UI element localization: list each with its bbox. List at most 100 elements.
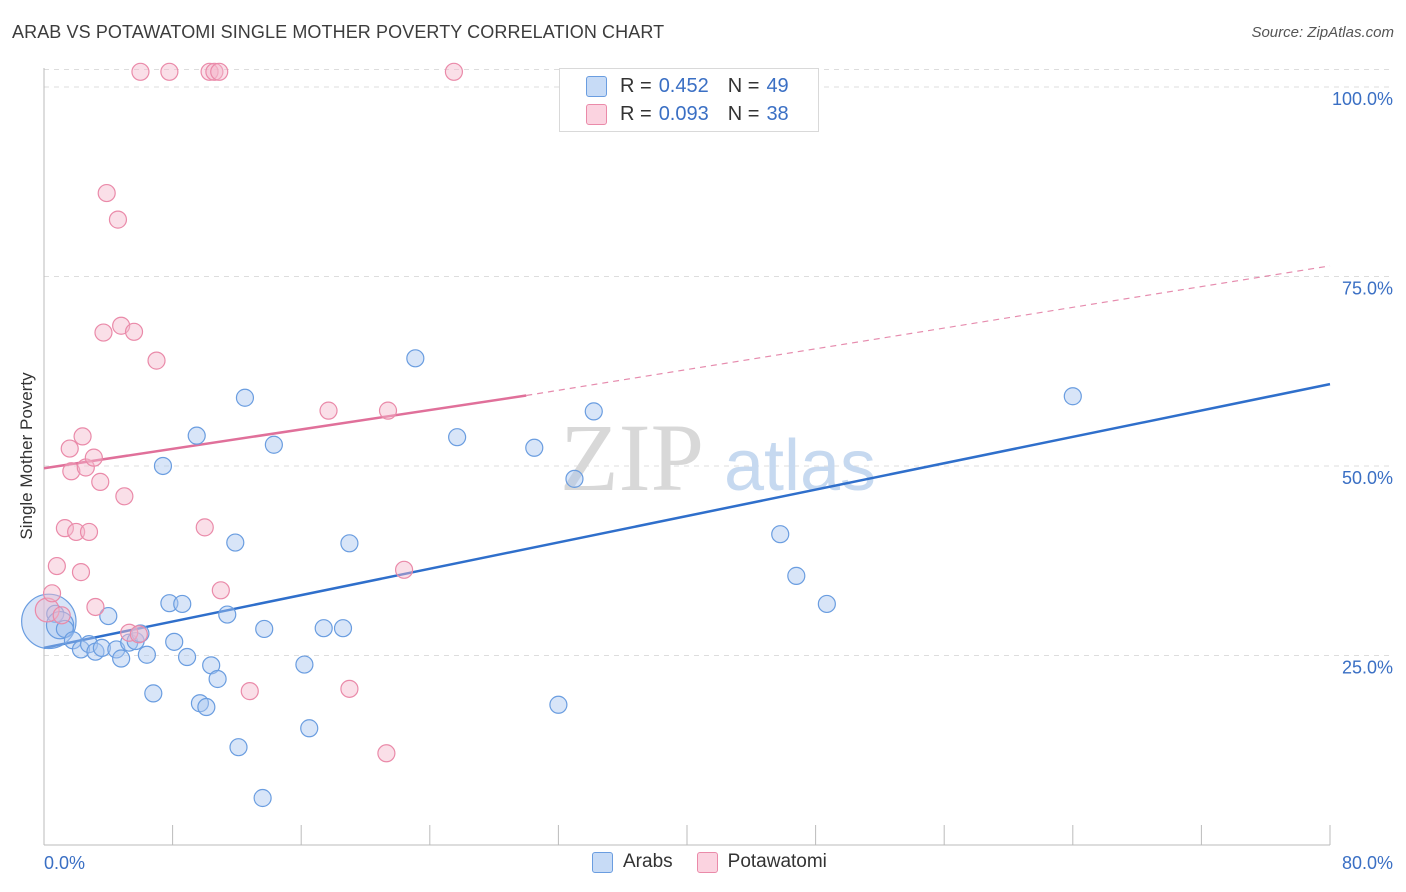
potawatomi-point <box>124 322 144 341</box>
arabs-point <box>112 649 131 668</box>
potawatomi-point <box>131 62 150 81</box>
arabs-point <box>584 402 603 421</box>
arabs-swatch <box>586 75 607 97</box>
potawatomi-point <box>115 487 134 506</box>
arabs-point <box>153 456 173 476</box>
data-points <box>21 62 1082 808</box>
arabs-point <box>187 426 206 445</box>
arabs-point <box>177 647 197 667</box>
potawatomi-point <box>97 183 116 203</box>
arabs-point <box>226 533 245 552</box>
y-tick-label: 100.0% <box>1332 89 1393 109</box>
arabs-point <box>144 684 163 703</box>
arabs-point <box>160 594 179 613</box>
potawatomi-trendline <box>43 394 527 470</box>
arabs-point <box>406 349 425 368</box>
source-label: Source: ZipAtlas.com <box>1251 24 1394 41</box>
legend-r-label: R = <box>620 102 652 125</box>
arabs-point <box>197 697 216 717</box>
arabs-point <box>340 534 359 553</box>
potawatomi-point <box>160 62 179 81</box>
potawatomi-point <box>47 556 66 576</box>
potawatomi-point <box>210 62 229 81</box>
y-tick-label: 25.0% <box>1342 657 1393 677</box>
correlation-legend: R = 0.452 N = 49 R = 0.093 N = 38 <box>559 68 819 132</box>
legend-r-value: 0.452 <box>658 74 709 97</box>
arabs-point <box>787 566 806 585</box>
x-tick-label: 0.0% <box>44 853 85 873</box>
legend-n-label: N = <box>727 102 760 125</box>
potawatomi-point <box>91 472 110 491</box>
potawatomi-swatch <box>696 851 718 873</box>
trend-lines <box>43 265 1331 650</box>
legend-arabs-label: Arabs <box>623 851 673 872</box>
potawatomi-point <box>84 448 103 467</box>
potawatomi-point <box>200 62 219 81</box>
arabs-point <box>565 469 584 488</box>
potawatomi-point <box>394 560 414 579</box>
legend-r-value: 0.093 <box>658 102 709 125</box>
arabs-point <box>92 638 111 658</box>
x-tick-label: 80.0% <box>1342 853 1393 873</box>
watermark-zip: ZIP <box>560 404 704 511</box>
legend-item-potawatomi: Potawatomi <box>696 851 827 873</box>
legend-n-value: 38 <box>766 102 789 125</box>
potawatomi-point <box>79 522 99 542</box>
potawatomi-point <box>319 401 338 420</box>
axes <box>43 68 1331 846</box>
y-tick-label: 75.0% <box>1342 278 1393 298</box>
y-axis-label: Single Mother Poverty <box>17 372 36 540</box>
arabs-point <box>235 388 255 407</box>
potawatomi-point <box>340 679 359 698</box>
potawatomi-point <box>60 439 79 458</box>
potawatomi-point <box>377 744 396 763</box>
arabs-trendline <box>43 382 1331 650</box>
arabs-point <box>229 738 248 757</box>
potawatomi-point <box>108 210 128 229</box>
legend-row-potawatomi: R = 0.093 N = 38 <box>560 101 789 127</box>
potawatomi-swatch <box>586 103 607 125</box>
arabs-point <box>549 695 568 714</box>
potawatomi-point <box>52 606 71 625</box>
arabs-point <box>253 788 272 808</box>
legend-row-arabs: R = 0.452 N = 49 <box>560 73 789 99</box>
chart-title: ARAB VS POTAWATOMI SINGLE MOTHER POVERTY… <box>12 22 665 42</box>
arabs-point <box>173 594 192 614</box>
arabs-point <box>264 435 283 454</box>
arabs-point <box>295 655 314 674</box>
potawatomi-point <box>129 625 148 644</box>
potawatomi-point <box>67 522 86 542</box>
grid-lines <box>44 69 1390 656</box>
arabs-swatch <box>592 851 613 873</box>
potawatomi-point <box>86 597 105 617</box>
arabs-point <box>99 606 118 626</box>
legend-n-label: N = <box>727 74 760 97</box>
y-tick-label: 50.0% <box>1342 468 1393 488</box>
potawatomi-point <box>120 623 139 642</box>
potawatomi-point <box>240 682 259 701</box>
arabs-point <box>525 438 544 457</box>
potawatomi-point <box>378 401 398 420</box>
legend-n-value: 49 <box>766 74 789 97</box>
legend-item-arabs: Arabs <box>592 851 673 873</box>
arabs-point <box>448 428 467 447</box>
potawatomi-point <box>444 62 464 81</box>
arabs-point <box>208 669 227 689</box>
potawatomi-point <box>71 563 91 582</box>
series-legend: Arabs Potawatomi <box>592 851 851 873</box>
arabs-point <box>771 525 790 544</box>
legend-r-label: R = <box>620 74 652 97</box>
potawatomi-point <box>205 62 224 81</box>
arabs-point <box>255 619 274 639</box>
arabs-point <box>1063 387 1082 406</box>
arabs-point <box>314 619 333 638</box>
arabs-point <box>137 645 156 664</box>
arabs-point <box>165 632 184 651</box>
potawatomi-trendline-extension <box>526 265 1331 397</box>
arabs-point <box>300 719 319 738</box>
arabs-point <box>218 605 237 624</box>
potawatomi-point <box>62 462 81 481</box>
potawatomi-point <box>55 519 74 538</box>
tick-labels: 25.0% 50.0% 75.0% 100.0% 0.0% 80.0% <box>44 89 1393 873</box>
